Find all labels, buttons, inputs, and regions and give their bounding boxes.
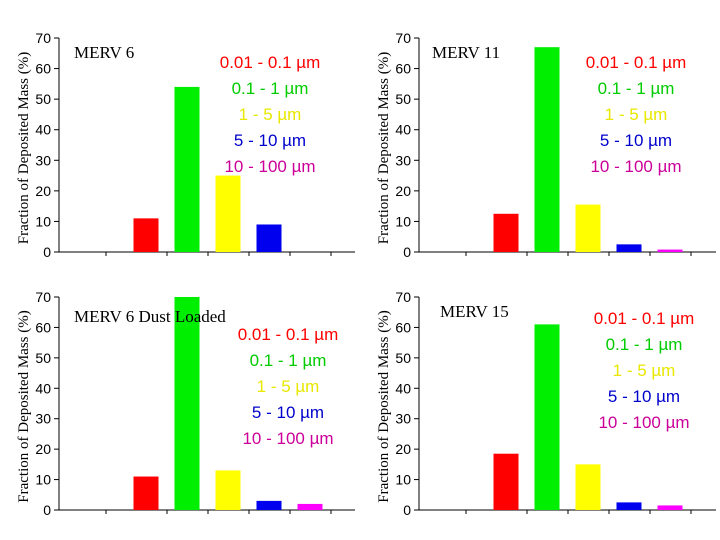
bar-4 — [256, 500, 282, 510]
legend-entry-2: 0.1 - 1 µm — [598, 79, 675, 98]
chart-title: MERV 6 — [74, 43, 134, 62]
legend-entry-5: 10 - 100 µm — [598, 413, 689, 432]
y-tick-label: 60 — [35, 319, 51, 335]
y-tick-label: 70 — [395, 289, 411, 305]
legend-entry-3: 1 - 5 µm — [605, 105, 668, 124]
y-axis-label: Fraction of Deposited Mass (%) — [376, 52, 392, 244]
y-tick-label: 70 — [35, 289, 51, 305]
y-tick-label: 0 — [403, 502, 411, 518]
y-tick-label: 0 — [43, 502, 51, 518]
legend-entry-4: 5 - 10 µm — [600, 131, 672, 150]
y-axis-label: Fraction of Deposited Mass (%) — [16, 52, 32, 244]
y-tick-label: 20 — [395, 183, 411, 199]
y-tick-label: 30 — [395, 411, 411, 427]
legend-entry-1: 0.01 - 0.1 µm — [220, 53, 321, 72]
chart-title: MERV 6 Dust Loaded — [74, 307, 226, 326]
y-tick-label: 30 — [35, 152, 51, 168]
bar-3 — [575, 204, 601, 252]
bar-1 — [493, 453, 519, 510]
y-tick-label: 40 — [395, 122, 411, 138]
legend-entry-4: 5 - 10 µm — [608, 387, 680, 406]
bar-4 — [256, 224, 282, 252]
y-tick-label: 20 — [395, 441, 411, 457]
y-tick-label: 30 — [35, 411, 51, 427]
legend-entry-3: 1 - 5 µm — [239, 105, 302, 124]
bar-3 — [215, 470, 241, 510]
legend-entry-3: 1 - 5 µm — [613, 361, 676, 380]
legend-entry-5: 10 - 100 µm — [224, 157, 315, 176]
y-tick-label: 20 — [35, 441, 51, 457]
legend-entry-5: 10 - 100 µm — [590, 157, 681, 176]
bar-2 — [174, 86, 200, 253]
bar-2 — [174, 297, 200, 510]
y-tick-label: 0 — [403, 244, 411, 260]
legend-entry-3: 1 - 5 µm — [257, 377, 320, 396]
y-tick-label: 10 — [35, 213, 51, 229]
bar-3 — [575, 464, 601, 510]
y-tick-label: 50 — [35, 91, 51, 107]
y-tick-label: 60 — [35, 61, 51, 77]
legend-entry-2: 0.1 - 1 µm — [606, 335, 683, 354]
chart-title: MERV 15 — [440, 302, 509, 321]
y-tick-label: 50 — [395, 350, 411, 366]
y-tick-label: 0 — [43, 244, 51, 260]
bar-4 — [616, 244, 642, 252]
bar-1 — [133, 476, 159, 510]
bar-2 — [534, 324, 560, 510]
y-tick-label: 70 — [35, 30, 51, 46]
legend-entry-1: 0.01 - 0.1 µm — [238, 325, 339, 344]
y-tick-label: 30 — [395, 152, 411, 168]
y-tick-label: 40 — [35, 380, 51, 396]
y-tick-label: 10 — [395, 213, 411, 229]
y-tick-label: 40 — [395, 380, 411, 396]
legend-entry-1: 0.01 - 0.1 µm — [586, 53, 687, 72]
legend-entry-4: 5 - 10 µm — [252, 403, 324, 422]
legend-entry-4: 5 - 10 µm — [234, 131, 306, 150]
y-tick-label: 40 — [35, 122, 51, 138]
y-tick-label: 70 — [395, 30, 411, 46]
chart-title: MERV 11 — [432, 43, 500, 62]
legend-entry-5: 10 - 100 µm — [242, 429, 333, 448]
y-axis-label: Fraction of Deposited Mass (%) — [376, 310, 392, 502]
y-tick-label: 20 — [35, 183, 51, 199]
legend-entry-1: 0.01 - 0.1 µm — [594, 309, 695, 328]
bar-5 — [657, 505, 683, 510]
bar-2 — [534, 47, 560, 252]
legend-entry-2: 0.1 - 1 µm — [250, 351, 327, 370]
y-tick-label: 50 — [35, 350, 51, 366]
y-tick-label: 10 — [395, 472, 411, 488]
legend-entry-2: 0.1 - 1 µm — [232, 79, 309, 98]
y-tick-label: 60 — [395, 61, 411, 77]
y-tick-label: 10 — [35, 472, 51, 488]
bar-4 — [616, 502, 642, 510]
bar-5 — [657, 249, 683, 252]
bar-1 — [133, 218, 159, 252]
y-axis-label: Fraction of Deposited Mass (%) — [16, 310, 32, 502]
y-tick-label: 60 — [395, 319, 411, 335]
y-tick-label: 50 — [395, 91, 411, 107]
bar-3 — [215, 175, 241, 252]
bar-5 — [297, 503, 323, 510]
bar-1 — [493, 213, 519, 252]
